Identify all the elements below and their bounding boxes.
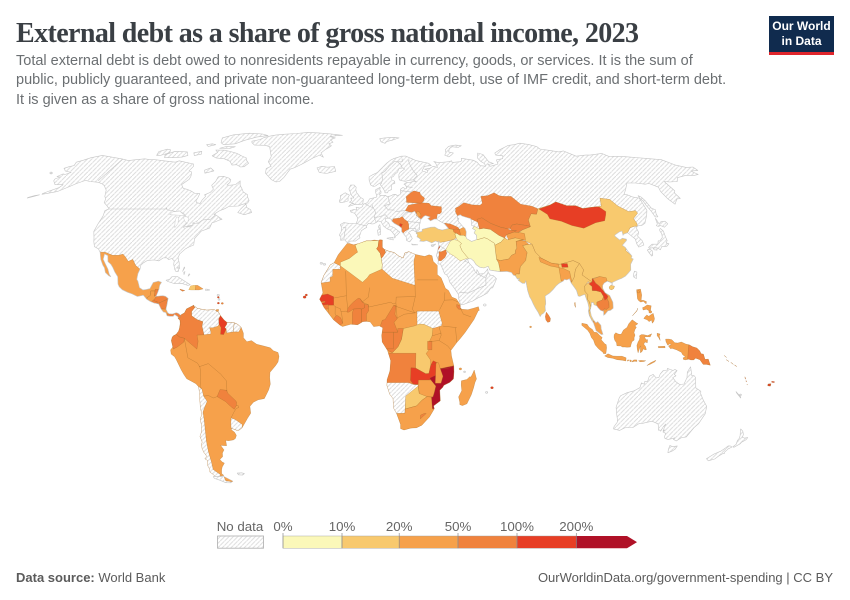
svg-text:0%: 0% [273,519,292,534]
svg-text:200%: 200% [559,519,593,534]
svg-text:No data: No data [217,519,264,534]
svg-text:100%: 100% [500,519,534,534]
svg-text:20%: 20% [386,519,413,534]
svg-text:50%: 50% [445,519,472,534]
svg-text:10%: 10% [329,519,356,534]
